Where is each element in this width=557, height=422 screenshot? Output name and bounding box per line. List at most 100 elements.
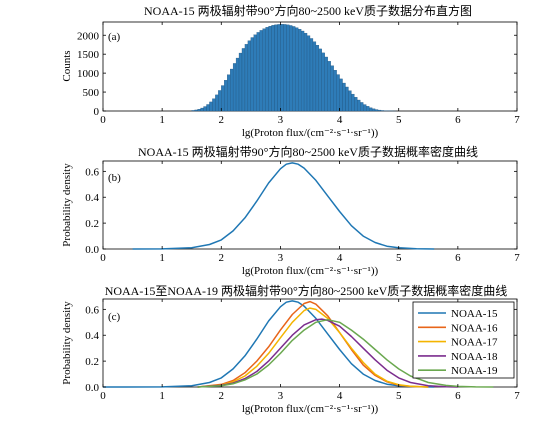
- histogram-bar: [194, 109, 198, 112]
- histogram-bar: [238, 52, 243, 112]
- x-tick-label: 4: [337, 390, 343, 402]
- legend-label-noaa-19: NOAA-19: [451, 365, 498, 377]
- x-tick-label: 5: [396, 252, 402, 264]
- histogram-bar: [324, 56, 328, 112]
- histogram-bar: [256, 32, 260, 112]
- panel-a-y-ticks: 0 500 1000 1500 2000: [77, 30, 517, 118]
- x-tick-label: 2: [219, 390, 225, 402]
- y-tick-label: 0.2: [85, 356, 99, 368]
- histogram-bar: [368, 107, 373, 112]
- panel-c-x-ticks: 0 1 2 3 4 5 6 7: [100, 299, 520, 402]
- histogram-bar: [300, 30, 305, 112]
- histogram-bar: [268, 26, 272, 112]
- histogram-bar: [289, 25, 293, 112]
- histogram-bar: [241, 48, 246, 112]
- histogram-bar: [277, 24, 281, 112]
- panel-b-y-ticks: 0.0 0.2 0.4 0.6: [85, 166, 517, 256]
- histogram-bar: [298, 29, 302, 112]
- histogram-bar: [377, 109, 382, 112]
- y-tick-label: 1500: [77, 49, 100, 61]
- histogram-bar: [280, 24, 284, 112]
- histogram-bar: [218, 90, 222, 112]
- panel-a-histogram: NOAA-15 两极辐射带90°方向80~2500 keV质子数据分布直方图 (…: [61, 3, 520, 139]
- x-tick-label: 6: [455, 252, 461, 264]
- y-tick-label: 0.4: [85, 192, 99, 204]
- histogram-bar: [253, 34, 257, 112]
- histogram-bar: [292, 26, 296, 112]
- panel-c-letter: (c): [108, 311, 121, 323]
- histogram-bar: [283, 24, 287, 112]
- x-tick-label: 0: [100, 252, 106, 264]
- legend-box: [412, 301, 515, 379]
- histogram-bar: [315, 45, 320, 112]
- panel-b-density: NOAA-15 两极辐射带90°方向80~2500 keV质子数据概率密度曲线 …: [61, 144, 520, 277]
- y-tick-label: 0: [94, 106, 100, 118]
- histogram-bar: [342, 82, 346, 112]
- histogram-bar: [265, 27, 269, 112]
- histogram-bar: [321, 52, 325, 112]
- panel-c-y-label: Probability density: [61, 301, 73, 385]
- histogram-bar: [348, 90, 352, 112]
- panel-b-plot-area: [102, 160, 518, 250]
- histogram-bar: [327, 61, 331, 112]
- x-tick-label: 5: [396, 390, 402, 402]
- histogram-bar: [336, 74, 340, 112]
- x-tick-label: 1: [159, 114, 165, 126]
- x-tick-label: 7: [514, 390, 520, 402]
- y-tick-label: 1000: [77, 68, 100, 80]
- histogram-bar: [212, 98, 216, 112]
- histogram-bar: [309, 38, 314, 112]
- x-tick-label: 2: [219, 114, 225, 126]
- histogram-bar: [366, 106, 370, 112]
- y-tick-label: 0.2: [85, 218, 99, 230]
- histogram-bar: [333, 70, 337, 112]
- x-tick-label: 4: [337, 114, 343, 126]
- panel-c-y-ticks: 0.0 0.2 0.4 0.6: [85, 304, 517, 394]
- histogram-bar: [221, 85, 225, 112]
- panel-c-plot-area: [102, 298, 518, 388]
- x-tick-label: 1: [159, 252, 165, 264]
- x-tick-label: 7: [514, 252, 520, 264]
- x-tick-label: 6: [455, 390, 461, 402]
- panel-c-lines: [102, 300, 494, 388]
- histogram-bar: [203, 106, 207, 112]
- panel-c-density-comparison: NOAA-15至NOAA-19 两极辐射带90°方向80~2500 keV质子数…: [61, 283, 520, 415]
- histogram-bar: [227, 74, 231, 112]
- histogram-bar: [206, 104, 210, 112]
- histogram-bar: [357, 99, 361, 112]
- legend-label-noaa-15: NOAA-15: [451, 308, 498, 320]
- x-tick-label: 1: [159, 390, 165, 402]
- x-tick-label: 7: [514, 114, 520, 126]
- density-line: [132, 162, 435, 250]
- histogram-bar: [250, 37, 254, 112]
- panel-a-bars: [191, 24, 396, 112]
- panel-a-x-label: lg(Proton flux/(cm⁻²·s⁻¹·sr⁻¹)): [242, 127, 379, 139]
- histogram-bar: [303, 32, 308, 112]
- histogram-bar: [232, 63, 237, 112]
- legend-label-noaa-17: NOAA-17: [451, 337, 498, 349]
- panel-a-title: NOAA-15 两极辐射带90°方向80~2500 keV质子数据分布直方图: [144, 3, 472, 18]
- x-tick-label: 3: [278, 252, 284, 264]
- histogram-bar: [262, 28, 266, 112]
- histogram-bar: [318, 48, 322, 112]
- x-tick-label: 6: [455, 114, 461, 126]
- y-tick-label: 500: [83, 87, 100, 99]
- y-tick-label: 0.6: [85, 304, 99, 316]
- histogram-bar: [244, 44, 249, 112]
- y-tick-label: 0.0: [85, 244, 99, 256]
- histogram-bar: [351, 93, 355, 112]
- histogram-bar: [363, 104, 367, 112]
- histogram-bar: [330, 65, 334, 112]
- panel-a-x-ticks: 0 1 2 3 4 5 6 7: [100, 22, 520, 126]
- x-tick-label: 3: [278, 390, 284, 402]
- y-tick-label: 0.4: [85, 330, 99, 342]
- histogram-bar: [200, 107, 204, 112]
- legend-label-noaa-16: NOAA-16: [451, 322, 498, 334]
- histogram-bar: [259, 30, 263, 112]
- panel-b-title: NOAA-15 两极辐射带90°方向80~2500 keV质子数据概率密度曲线: [138, 144, 478, 159]
- histogram-bar: [345, 86, 349, 112]
- x-tick-label: 3: [278, 114, 284, 126]
- panel-b-x-ticks: 0 1 2 3 4 5 6 7: [100, 161, 520, 264]
- panel-a-letter: (a): [108, 31, 121, 43]
